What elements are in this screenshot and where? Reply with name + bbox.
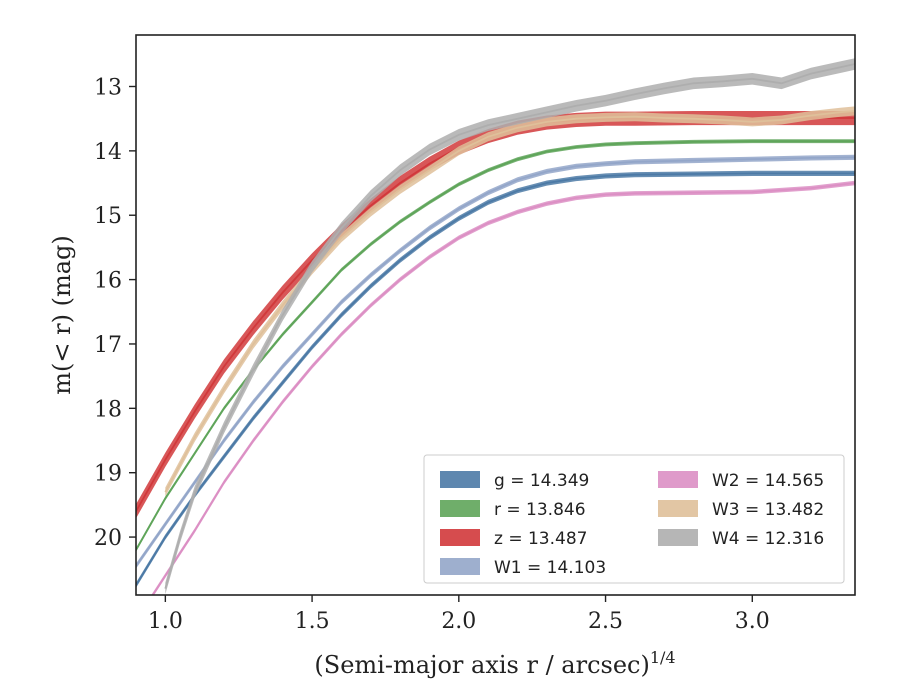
y-tick-label: 16 xyxy=(94,269,122,294)
x-axis-label-main: (Semi-major axis r / arcsec) xyxy=(314,651,649,679)
legend-label: W2 = 14.565 xyxy=(712,471,824,491)
x-tick-label: 3.0 xyxy=(735,609,770,634)
y-tick-label: 20 xyxy=(94,526,122,551)
x-axis-ticks: 1.0 1.5 2.0 2.5 3.0 xyxy=(148,595,770,634)
legend-label: W4 = 12.316 xyxy=(712,529,824,549)
series-band xyxy=(165,106,855,497)
y-tick-label: 15 xyxy=(94,204,122,229)
series-0 xyxy=(136,170,855,588)
legend-label: W1 = 14.103 xyxy=(494,558,606,578)
y-tick-label: 18 xyxy=(94,397,122,422)
legend-swatch xyxy=(440,558,480,575)
y-tick-label: 19 xyxy=(94,462,122,487)
legend-swatch xyxy=(440,471,480,488)
x-tick-label: 2.5 xyxy=(588,609,623,634)
y-axis-ticks: 13 14 15 16 17 18 19 20 xyxy=(94,75,136,551)
series-line xyxy=(136,172,855,586)
legend-label: W3 = 13.482 xyxy=(712,500,824,520)
legend-swatch xyxy=(658,529,698,546)
series-line xyxy=(164,110,855,493)
legend-label: r = 13.846 xyxy=(494,500,586,520)
legend-label: g = 14.349 xyxy=(494,471,589,491)
x-tick-label: 1.0 xyxy=(148,609,183,634)
series-line xyxy=(151,182,855,595)
legend-swatch xyxy=(440,500,480,517)
x-axis-label: (Semi-major axis r / arcsec)1/4 xyxy=(314,648,675,679)
x-tick-label: 1.5 xyxy=(295,609,330,634)
legend-label: z = 13.487 xyxy=(494,529,587,549)
x-axis-label-exponent: 1/4 xyxy=(650,648,676,667)
legend: g = 14.349 r = 13.846 z = 13.487 W1 = 14.10… xyxy=(423,454,845,584)
series-line xyxy=(164,63,855,589)
series-line xyxy=(136,156,855,567)
plot-frame xyxy=(135,34,856,596)
series-5 xyxy=(164,106,855,497)
y-tick-label: 17 xyxy=(94,333,122,358)
y-tick-label: 14 xyxy=(94,140,122,165)
y-axis-label: m(< r) (mag) xyxy=(48,235,76,394)
series-3 xyxy=(136,154,855,569)
y-tick-label: 13 xyxy=(94,75,122,100)
series-4 xyxy=(151,180,855,595)
series-layer xyxy=(136,58,855,595)
legend-swatch xyxy=(440,529,480,546)
series-line xyxy=(136,140,855,551)
series-6 xyxy=(164,58,855,595)
legend-swatch xyxy=(658,471,698,488)
legend-box xyxy=(423,454,845,584)
series-1 xyxy=(136,139,855,552)
x-tick-label: 2.0 xyxy=(441,609,476,634)
legend-swatch xyxy=(658,500,698,517)
